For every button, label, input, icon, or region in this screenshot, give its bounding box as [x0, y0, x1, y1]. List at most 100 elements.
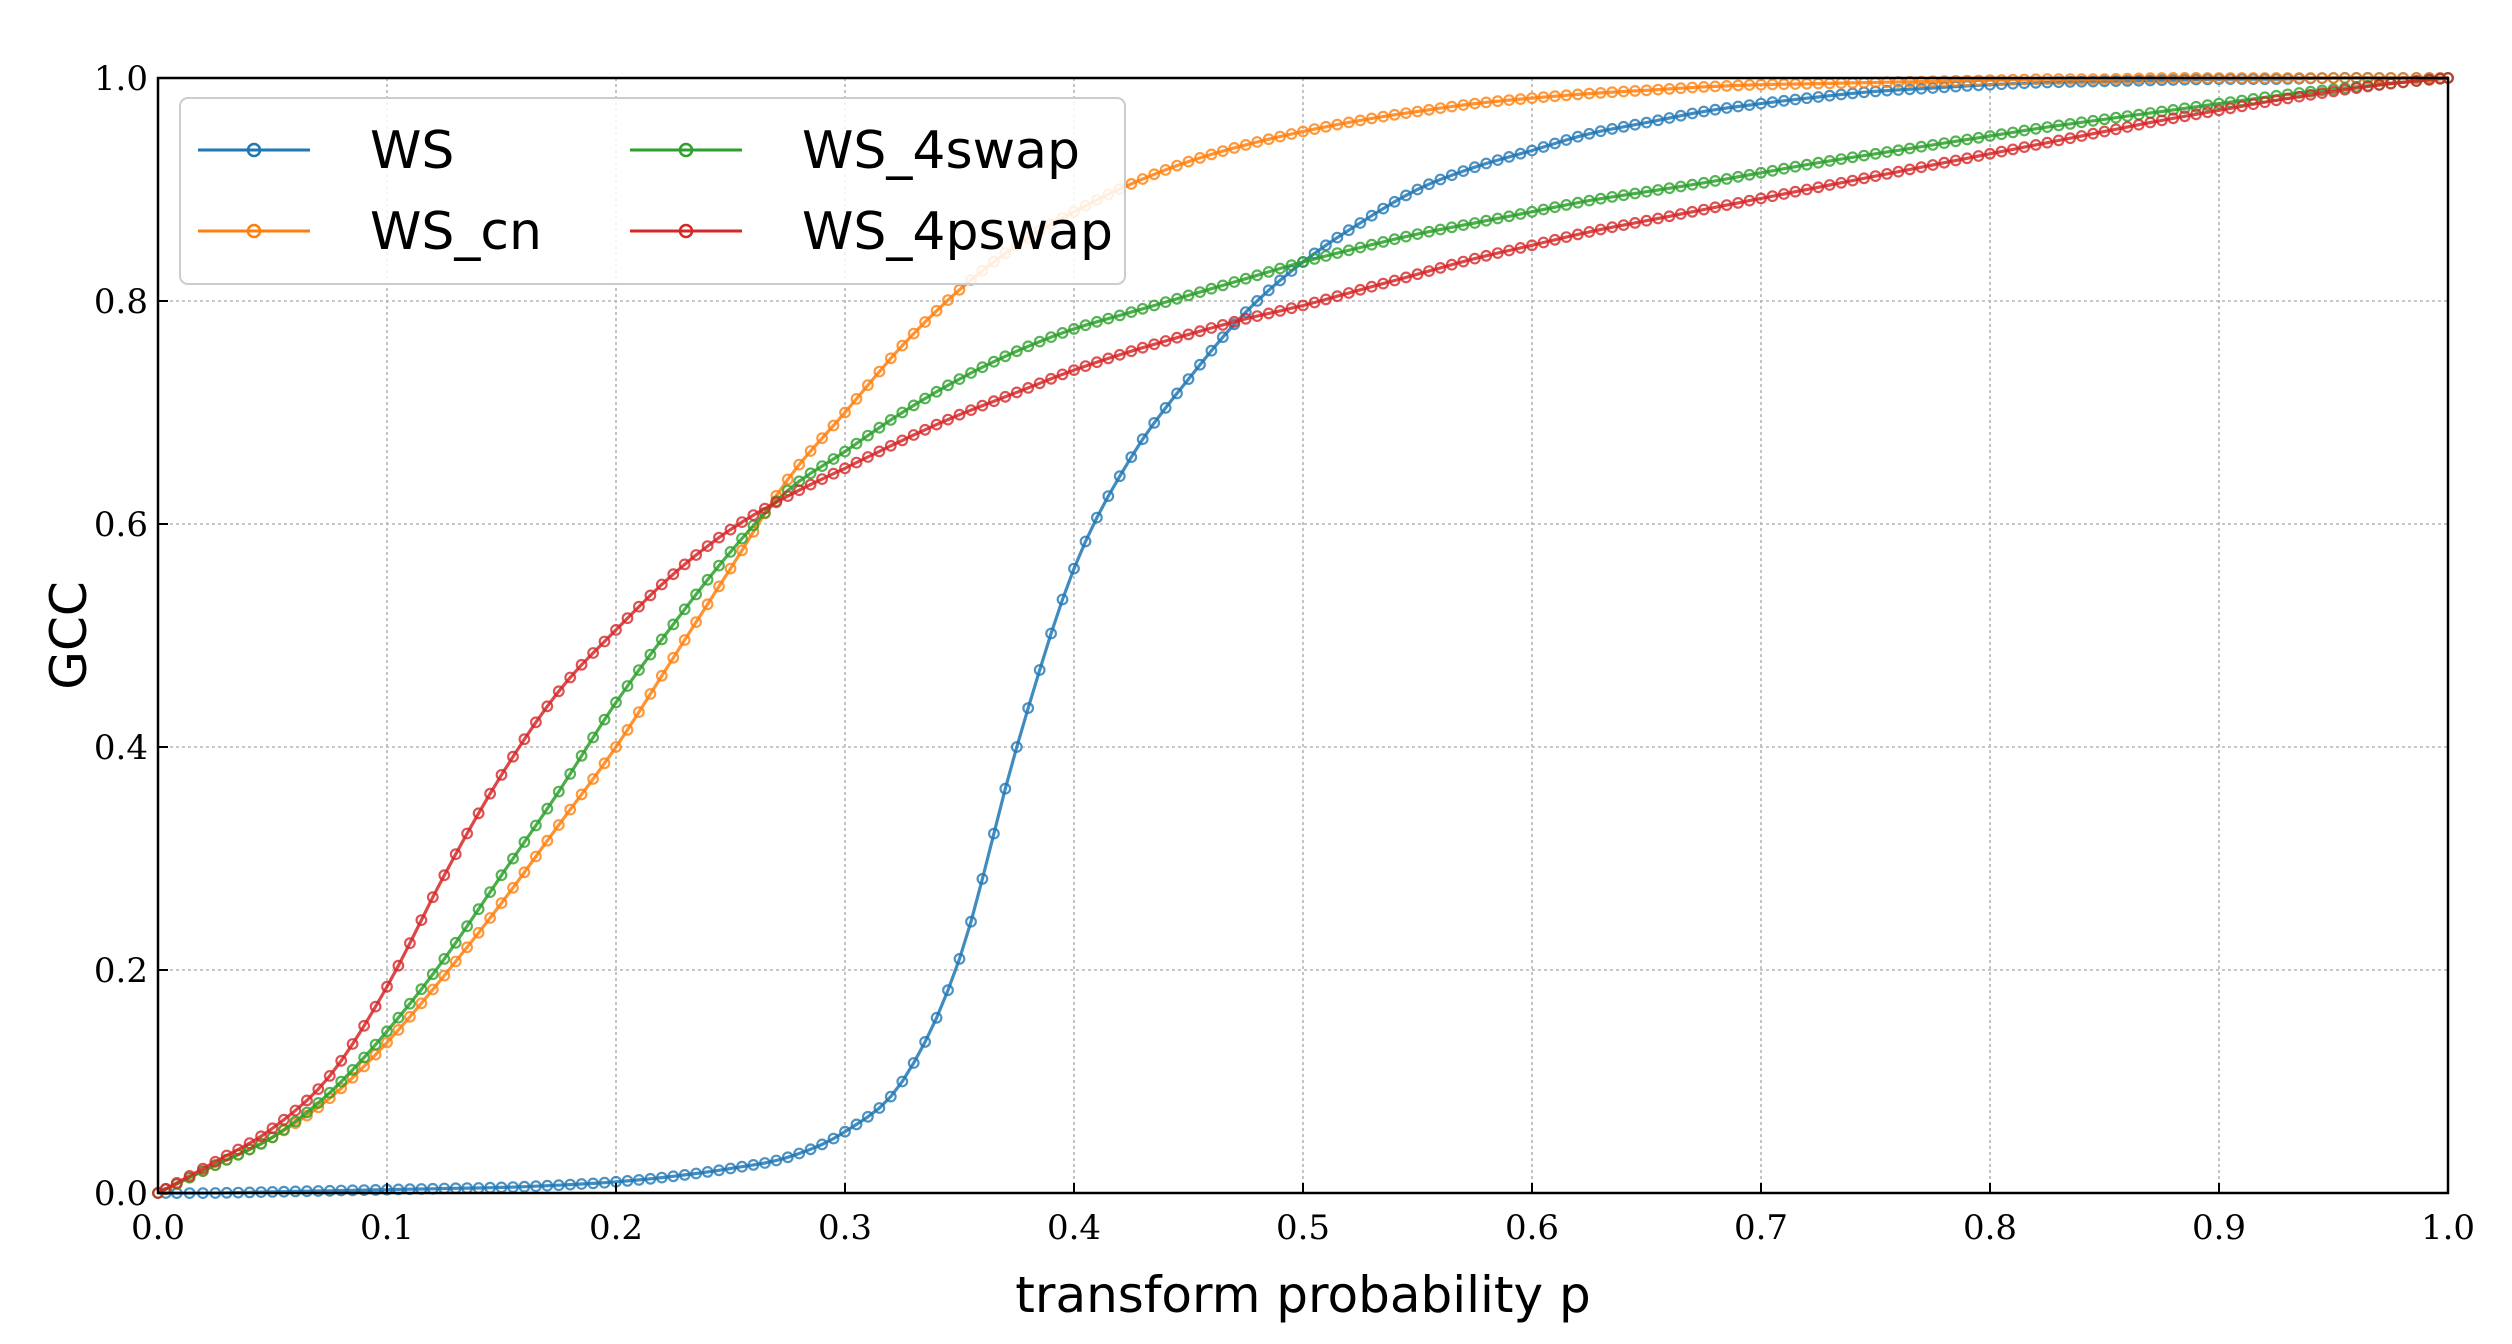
- series-marker: [1537, 141, 1550, 153]
- series-marker: [1777, 188, 1790, 200]
- series-marker: [2029, 122, 2042, 135]
- series-marker: [2281, 92, 2294, 105]
- series-marker: [759, 502, 771, 515]
- series-marker: [2132, 118, 2145, 131]
- series-marker: [1297, 125, 1309, 138]
- series-marker: [1079, 535, 1092, 548]
- series-marker: [930, 385, 943, 398]
- series-marker: [1239, 312, 1252, 325]
- series-marker: [1881, 167, 1893, 180]
- series-marker: [2052, 134, 2065, 147]
- series-marker: [1835, 153, 1848, 166]
- series-marker: [1846, 151, 1859, 164]
- series-marker: [1468, 161, 1481, 174]
- series-marker: [1766, 164, 1779, 177]
- series-marker: [2018, 124, 2031, 137]
- series-marker: [667, 651, 680, 664]
- series-marker: [1743, 194, 1756, 207]
- series-marker: [690, 549, 702, 561]
- series-marker: [1136, 173, 1149, 185]
- series-marker: [1926, 159, 1939, 171]
- series-marker: [1480, 96, 1493, 109]
- legend-item: WS_cn: [198, 202, 542, 262]
- x-axis-title: transform probability p: [1015, 1266, 1590, 1324]
- series-marker: [724, 546, 737, 558]
- series-marker: [907, 1057, 920, 1069]
- series-marker: [1732, 170, 1744, 183]
- series-marker: [1354, 217, 1367, 229]
- series-marker: [1720, 102, 1733, 114]
- series-marker: [346, 1038, 359, 1050]
- series-marker: [1949, 154, 1962, 167]
- series-marker: [1777, 94, 1790, 107]
- y-tick-label: 0.6: [94, 505, 148, 545]
- series-marker: [1262, 133, 1275, 146]
- series-marker: [381, 980, 393, 993]
- series-marker: [1491, 154, 1504, 167]
- series-marker: [1010, 386, 1023, 399]
- series-marker: [1468, 217, 1481, 229]
- series-marker: [323, 1086, 336, 1099]
- series-marker: [415, 914, 428, 926]
- series-marker: [1079, 360, 1092, 373]
- series-marker: [942, 984, 954, 997]
- series-marker: [1526, 205, 1538, 218]
- series-marker: [2075, 116, 2088, 129]
- series-marker: [598, 1176, 611, 1189]
- series-marker: [1812, 181, 1825, 194]
- series-marker: [1961, 152, 1973, 165]
- series-marker: [907, 399, 920, 412]
- series-marker: [484, 912, 497, 924]
- series-marker: [1537, 203, 1550, 216]
- series-marker: [713, 531, 725, 544]
- series-marker: [781, 490, 794, 503]
- series-marker: [1090, 511, 1103, 524]
- series-marker: [1640, 84, 1653, 97]
- series-marker: [621, 612, 634, 625]
- series-marker: [633, 706, 645, 718]
- series-marker: [988, 827, 1000, 840]
- series-marker: [1503, 244, 1515, 257]
- series-marker: [183, 1169, 196, 1182]
- series-marker: [392, 1011, 405, 1024]
- series-marker: [1079, 319, 1092, 332]
- series-marker: [2018, 141, 2031, 154]
- series-marker: [655, 633, 668, 646]
- series-marker: [1686, 178, 1699, 191]
- series-marker: [953, 373, 966, 386]
- series-marker: [1033, 664, 1046, 676]
- series-marker: [1377, 110, 1390, 123]
- series-marker: [1766, 78, 1779, 91]
- series-marker: [1297, 256, 1309, 268]
- series-marker: [1480, 249, 1493, 262]
- series-marker: [1640, 185, 1653, 198]
- series-marker: [1274, 274, 1286, 287]
- series-marker: [1068, 364, 1080, 377]
- series-marker: [484, 787, 497, 800]
- series-marker: [289, 1185, 302, 1198]
- series-marker: [610, 624, 622, 636]
- series-marker: [1560, 89, 1573, 102]
- series-marker: [2075, 130, 2088, 142]
- series-marker: [1823, 89, 1836, 102]
- series-marker: [312, 1083, 325, 1095]
- series-marker: [564, 671, 577, 684]
- series-marker: [827, 419, 840, 432]
- series-marker: [2109, 111, 2122, 124]
- series-marker: [919, 1035, 931, 1048]
- series-marker: [1743, 79, 1756, 91]
- series-marker: [1972, 74, 1985, 87]
- series-marker: [1388, 274, 1401, 287]
- series-marker: [1182, 289, 1195, 302]
- series-marker: [598, 757, 611, 770]
- series-marker: [621, 724, 634, 736]
- series-marker: [953, 408, 966, 421]
- series-marker: [1148, 338, 1161, 351]
- series-marker: [1216, 319, 1229, 331]
- series-marker: [1400, 271, 1412, 284]
- series-marker: [552, 785, 565, 798]
- series-marker: [369, 1000, 382, 1013]
- series-marker: [1319, 120, 1332, 133]
- series-marker: [1159, 163, 1172, 176]
